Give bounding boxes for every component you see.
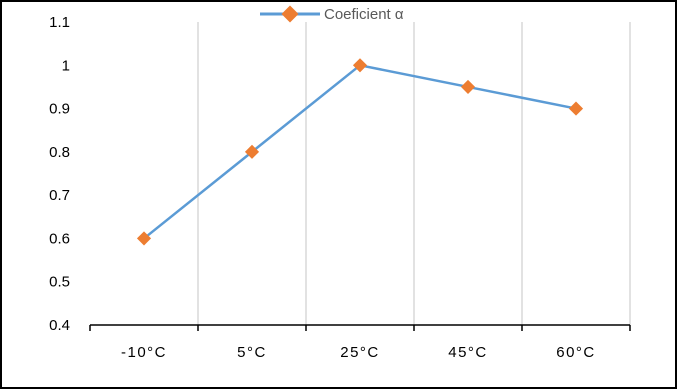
y-tick-label: 0.5: [49, 274, 70, 291]
y-tick-labels: 0.4 0.5 0.6 0.7 0.8 0.9 1 1.1: [49, 14, 70, 334]
axes: [89, 324, 631, 331]
x-tick-label: 5°C: [237, 344, 267, 361]
x-tick-label: 60°C: [556, 344, 596, 361]
y-tick-label: 0.7: [49, 187, 70, 204]
x-tick-labels: -10°C 5°C 25°C 45°C 60°C: [121, 344, 596, 361]
data-point-marker: [244, 144, 260, 159]
x-tick-label: -10°C: [121, 344, 167, 361]
data-point-marker: [568, 101, 584, 116]
legend-label: Coeficient α: [324, 6, 404, 23]
series-group: [136, 58, 584, 246]
y-tick-label: 0.8: [49, 144, 70, 161]
y-tick-label: 1.1: [49, 14, 70, 31]
data-point-marker: [352, 58, 368, 73]
series-line: [143, 63, 577, 240]
x-tick-label: 25°C: [340, 344, 380, 361]
data-point-marker: [136, 231, 152, 246]
y-tick-label: 0.6: [49, 230, 70, 247]
legend-background: [252, 4, 452, 22]
legend: Coeficient α: [252, 4, 452, 23]
y-tick-label: 0.9: [49, 101, 70, 118]
data-point-marker: [460, 79, 476, 94]
x-tick-label: 45°C: [448, 344, 488, 361]
y-tick-label: 0.4: [49, 317, 70, 334]
y-tick-label: 1: [62, 57, 70, 74]
gridlines: [197, 22, 631, 325]
